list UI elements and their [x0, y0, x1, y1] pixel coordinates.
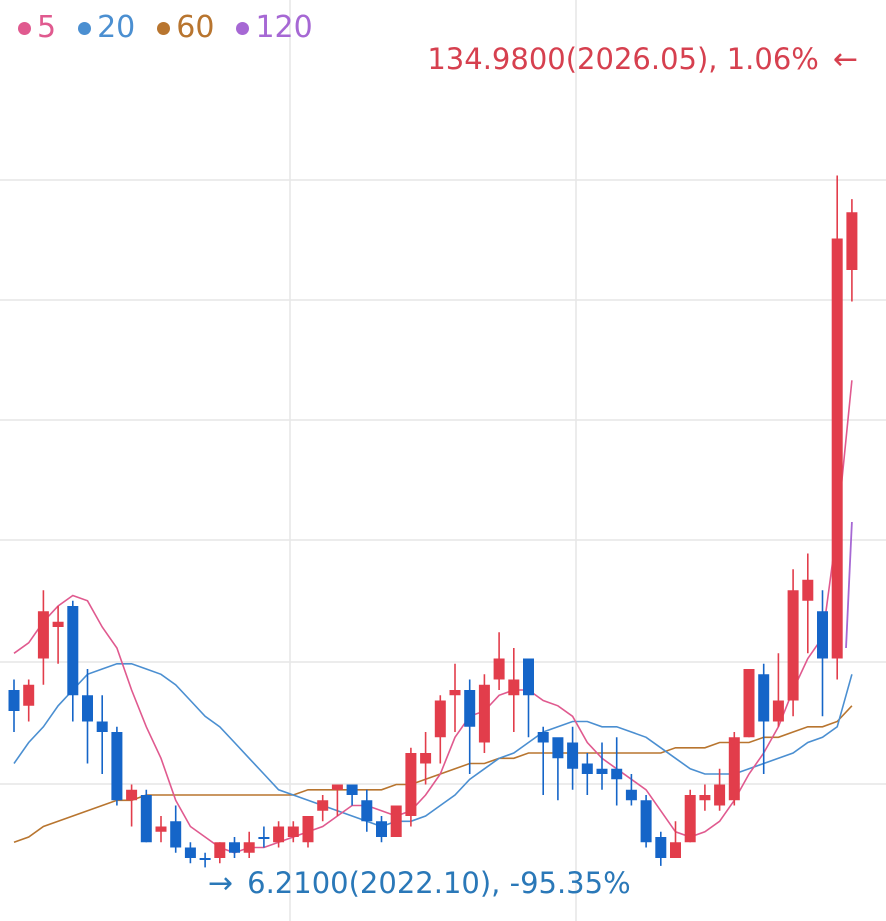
candle-body [758, 674, 770, 722]
chart-legend: 5 20 60 120 [18, 8, 313, 48]
candle-body [52, 621, 64, 627]
candle-body [640, 800, 652, 843]
low-price-annotation: → 6.2100(2022.10), -95.35% [208, 866, 631, 901]
candle-body [596, 768, 608, 774]
legend-dot-ma120 [236, 21, 250, 35]
high-price-annotation: 134.9800(2026.05), 1.06% ← [427, 42, 858, 77]
ma120-line [845, 521, 853, 649]
candle-body [787, 590, 799, 701]
candle-body [111, 732, 123, 801]
candle-body [625, 789, 637, 801]
candle-body [361, 800, 373, 822]
candle-body [170, 821, 182, 848]
candle-body [714, 784, 726, 806]
candle-body [493, 658, 505, 680]
candle-body [581, 763, 593, 774]
candle-body [199, 858, 211, 860]
candle-body [184, 847, 196, 858]
candle-body [611, 768, 623, 780]
candle-body [464, 690, 476, 727]
candle-body [302, 816, 314, 843]
ma60-line [13, 705, 853, 844]
candle-body [155, 826, 167, 832]
legend-label-ma60: 60 [176, 10, 215, 45]
legend-label-ma20: 20 [97, 10, 136, 45]
candle-body [37, 611, 49, 659]
candle-body [258, 837, 270, 839]
candle-body [772, 700, 784, 722]
candle-body [817, 611, 828, 659]
candle-body [405, 753, 417, 816]
candle-body [126, 789, 138, 801]
candle-body [214, 842, 226, 858]
candle-body [508, 679, 520, 696]
candle-body [802, 579, 814, 601]
candle-body [23, 684, 35, 706]
candle-body [670, 842, 681, 858]
low-price-label: 6.2100(2022.10), -95.35% [247, 866, 631, 900]
legend-item-ma120[interactable]: 120 [236, 8, 313, 48]
candle-body [699, 795, 711, 801]
candle-body [67, 606, 79, 696]
candle-body [140, 795, 152, 843]
candle-body [523, 658, 534, 696]
candle-body [846, 212, 858, 270]
candle-body [8, 690, 20, 711]
candle-body [478, 684, 490, 743]
arrow-right-icon: → [208, 866, 234, 901]
candle-body [831, 238, 843, 659]
candle-body [655, 837, 667, 858]
candle-body [229, 842, 240, 853]
candle-body [449, 690, 461, 696]
arrow-left-icon: ← [832, 42, 858, 77]
candle-body [390, 805, 402, 837]
candle-body [684, 795, 696, 843]
candle-body [287, 826, 299, 837]
ma20-line [13, 662, 853, 828]
candle-body [317, 800, 329, 811]
candle-body [96, 721, 108, 732]
legend-dot-ma60 [157, 21, 171, 35]
legend-dot-ma20 [78, 21, 92, 35]
candle-body [243, 842, 255, 853]
candle-body [346, 784, 358, 795]
candle-body [537, 732, 549, 743]
candle-body [420, 753, 432, 764]
legend-item-ma20[interactable]: 20 [78, 8, 135, 48]
candle-body [743, 669, 755, 738]
high-price-label: 134.9800(2026.05), 1.06% [427, 42, 819, 76]
candle-body [376, 821, 387, 837]
ma5-line [13, 380, 853, 854]
candle-body [82, 695, 93, 722]
candle-body [434, 700, 446, 738]
candle-body [552, 737, 564, 759]
candle-body [728, 737, 740, 801]
candle-body [567, 742, 579, 769]
legend-item-ma5[interactable]: 5 [18, 8, 56, 48]
legend-dot-ma5 [18, 21, 31, 35]
legend-label-ma5: 5 [37, 10, 57, 45]
candle-body [331, 784, 343, 790]
legend-item-ma60[interactable]: 60 [157, 8, 214, 48]
candle-body [273, 826, 285, 843]
legend-label-ma120: 120 [255, 10, 313, 45]
